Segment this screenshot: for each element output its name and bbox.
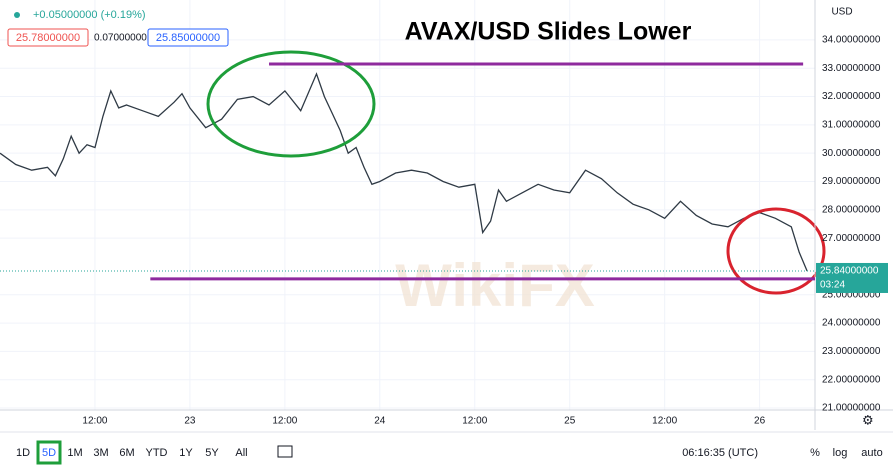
toolbar: 06:16:35 (UTC) % log auto 1D 5D 1M 3M 6M YTD 1… [16, 440, 883, 465]
y-tick-label: 29.00000000 [822, 176, 881, 187]
range-button[interactable]: 1M [67, 447, 82, 459]
log-toggle[interactable]: log [833, 447, 848, 459]
percent-toggle[interactable]: % [810, 447, 820, 459]
date-range-icon[interactable] [277, 445, 293, 458]
range-button[interactable]: 1Y [179, 447, 193, 459]
range-button[interactable]: 5Y [205, 447, 219, 459]
y-tick-label: 34.00000000 [822, 35, 881, 46]
red-circle [726, 207, 826, 295]
y-tick-label: 30.00000000 [822, 148, 881, 159]
y-tick-label: 24.00000000 [822, 318, 881, 329]
x-tick-label: 12:00 [652, 416, 677, 427]
bid-box[interactable] [7, 28, 89, 47]
settings-icon[interactable]: ⚙ [862, 412, 874, 427]
y-tick-label: 27.00000000 [822, 233, 881, 244]
y-tick-label: 25.00000000 [822, 289, 881, 300]
x-tick-label: 12:00 [272, 416, 297, 427]
y-tick-label: 21.00000000 [822, 403, 881, 414]
range-button[interactable]: 3M [93, 447, 108, 459]
last-price-box [816, 262, 888, 293]
y-tick-label: 32.00000000 [822, 91, 881, 102]
clock: 06:16:35 (UTC) [682, 447, 758, 459]
last-price-label: 25.84000000 [820, 266, 879, 277]
range-button[interactable]: 6M [119, 447, 134, 459]
green-ellipse [206, 50, 376, 158]
change: +0.05000000 (+0.19%) [33, 9, 146, 21]
y-tick-label: 31.00000000 [822, 120, 881, 131]
active-range-box [36, 440, 62, 465]
chart-title: AVAX/USD Slides Lower [405, 18, 692, 46]
range-button[interactable]: 5D [42, 447, 56, 459]
range-button[interactable]: YTD [146, 447, 168, 459]
watermark: WikiFX [395, 252, 594, 319]
y-tick-label: 33.00000000 [822, 63, 881, 74]
ask-box[interactable] [147, 28, 229, 47]
currency: USD [831, 7, 852, 18]
y-tick-label: 28.00000000 [822, 204, 881, 215]
price-line [0, 72, 808, 272]
x-tick-label: 12:00 [462, 416, 487, 427]
x-tick-label: 12:00 [82, 416, 107, 427]
range-button[interactable]: All [235, 447, 247, 459]
auto-toggle[interactable]: auto [861, 447, 882, 459]
plot-area [0, 0, 815, 410]
x-tick-label: 25 [564, 416, 576, 427]
y-tick-label: 22.00000000 [822, 374, 881, 385]
y-tick-label: 23.00000000 [822, 346, 881, 357]
x-tick-label: 26 [754, 416, 766, 427]
x-tick-label: 24 [374, 416, 386, 427]
status-dot [14, 12, 20, 18]
range-button[interactable]: 1D [16, 447, 30, 459]
countdown: 03:24 [820, 280, 845, 291]
bid[interactable]: 25.78000000 [16, 32, 80, 44]
spread: 0.07000000 [94, 33, 147, 44]
x-tick-label: 23 [184, 416, 196, 427]
ask[interactable]: 25.85000000 [156, 32, 220, 44]
